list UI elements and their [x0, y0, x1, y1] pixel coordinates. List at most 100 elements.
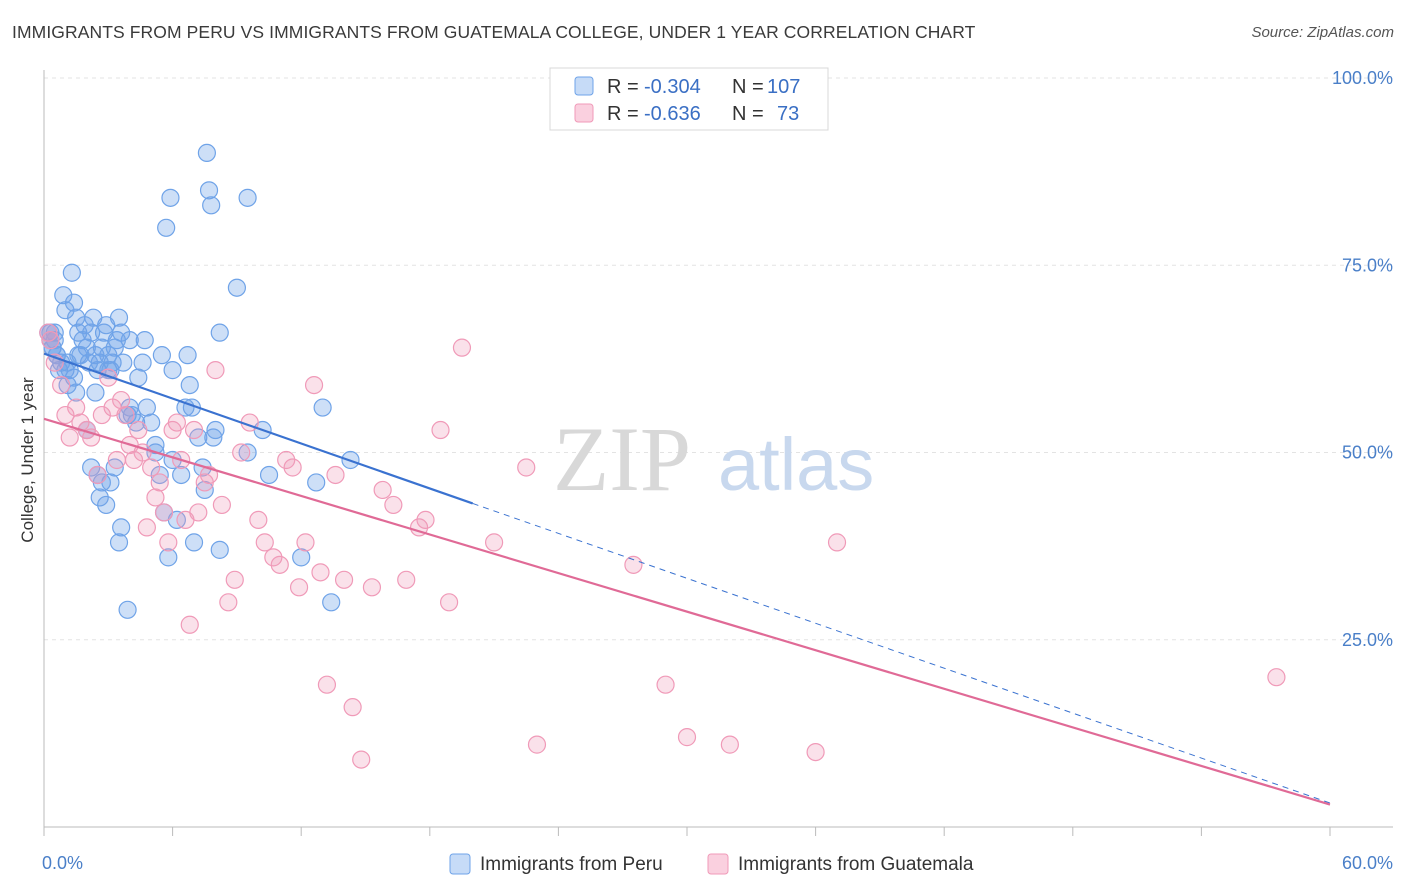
- x-tick-label-min: 0.0%: [42, 853, 83, 873]
- peru-point-64: [180, 375, 199, 395]
- peru-point-98: [86, 383, 105, 402]
- peru-trend-extension: [472, 502, 1331, 804]
- guatemala-point-7: [71, 413, 90, 432]
- peru-point-71: [238, 443, 257, 462]
- gridlines: [44, 77, 1393, 641]
- peru-point-74: [313, 398, 332, 417]
- guatemala-point-16: [116, 405, 135, 425]
- peru-point-90: [120, 331, 139, 350]
- y-tick-labels: 100.0% 75.0% 50.0% 25.0%: [1332, 68, 1393, 650]
- guatemala-point-10: [88, 465, 107, 485]
- peru-point-25: [92, 338, 111, 357]
- chart-title: IMMIGRANTS FROM PERU VS IMMIGRANTS FROM …: [12, 22, 976, 42]
- guatemala-point-38: [219, 593, 238, 612]
- peru-point-83: [202, 196, 221, 215]
- legend-n-label-guatemala: N =: [732, 103, 764, 125]
- guatemala-point-74: [827, 533, 847, 552]
- peru-point-85: [163, 361, 182, 380]
- guatemala-point-3: [52, 375, 71, 395]
- guatemala-point-11: [92, 405, 111, 425]
- peru-point-11: [62, 263, 81, 282]
- y-tick-label-2: 50.0%: [1342, 443, 1393, 463]
- guatemala-point-26: [159, 533, 178, 552]
- peru-point-79: [157, 218, 176, 237]
- guatemala-point-49: [296, 533, 315, 552]
- guatemala-point-15: [112, 390, 131, 410]
- data-points: [39, 143, 1286, 769]
- legend-r-label-guatemala: R =: [607, 103, 639, 125]
- peru-point-97: [69, 346, 88, 365]
- legend-n-label-peru: N =: [732, 76, 764, 98]
- guatemala-point-19: [129, 420, 148, 440]
- guatemala-point-32: [184, 420, 204, 440]
- guatemala-point-37: [212, 495, 231, 515]
- peru-point-73: [292, 548, 311, 567]
- peru-point-88: [178, 346, 197, 365]
- trend-lines: [43, 352, 1331, 806]
- legend-swatch-peru: [574, 76, 594, 96]
- guatemala-point-48: [289, 578, 309, 597]
- peru-point-33: [109, 308, 129, 327]
- peru-point-70: [227, 278, 246, 297]
- guatemala-point-23: [146, 488, 165, 507]
- guatemala-point-66: [485, 533, 504, 552]
- bottom-legend-label-peru: Immigrants from Peru: [480, 854, 663, 875]
- peru-point-77: [259, 465, 279, 485]
- peru-point-65: [184, 533, 204, 552]
- x-tick-label-max: 60.0%: [1342, 853, 1393, 873]
- legend-n-value-peru: 107: [767, 76, 800, 98]
- peru-point-7: [54, 286, 73, 305]
- guatemala-point-47: [283, 458, 302, 477]
- guatemala-point-39: [225, 570, 244, 589]
- guatemala-point-73: [806, 742, 825, 762]
- guatemala-point-69: [624, 555, 643, 574]
- peru-point-68: [206, 420, 225, 440]
- legend-swatch-guatemala: [574, 103, 594, 123]
- watermark-zip: ZIP: [553, 408, 691, 510]
- peru-point-20: [82, 323, 101, 342]
- y-tick-label-3: 25.0%: [1342, 630, 1393, 650]
- guatemala-point-64: [439, 593, 459, 612]
- peru-point-59: [159, 548, 178, 567]
- guatemala-point-58: [373, 480, 392, 500]
- guatemala-point-6: [67, 398, 86, 417]
- peru-point-37: [45, 331, 64, 350]
- guatemala-point-1: [41, 331, 60, 350]
- guatemala-point-52: [317, 675, 337, 694]
- peru-point-46: [105, 458, 124, 477]
- guatemala-point-20: [133, 443, 152, 462]
- guatemala-point-14: [107, 450, 126, 470]
- peru-point-54: [137, 398, 156, 417]
- peru-point-82: [199, 181, 219, 200]
- guatemala-point-44: [264, 548, 283, 567]
- guatemala-point-0: [39, 323, 58, 342]
- guatemala-point-56: [352, 750, 371, 769]
- peru-point-87: [135, 331, 154, 350]
- guatemala-point-57: [362, 578, 382, 597]
- guatemala-point-25: [154, 503, 174, 522]
- guatemala-trend-line: [43, 417, 1331, 806]
- guatemala-point-55: [343, 698, 362, 717]
- peru-point-12: [64, 293, 84, 312]
- peru-point-104: [90, 488, 109, 507]
- bottom-legend: Immigrants from Peru Immigrants from Gua…: [449, 853, 974, 875]
- guatemala-point-12: [99, 368, 118, 387]
- peru-point-69: [210, 540, 229, 559]
- legend-box: [549, 67, 829, 131]
- legend-r-value-peru: -0.304: [644, 76, 701, 98]
- y-tick-label-0: 100.0%: [1332, 68, 1393, 88]
- watermark: ZIP atlas: [553, 408, 874, 510]
- peru-point-75: [322, 593, 341, 612]
- guatemala-point-21: [137, 518, 156, 537]
- watermark-atlas: atlas: [718, 423, 874, 506]
- peru-point-44: [97, 495, 116, 515]
- y-tick-label-1: 75.0%: [1342, 255, 1393, 275]
- guatemala-point-63: [431, 420, 450, 440]
- peru-point-48: [109, 533, 129, 552]
- peru-point-89: [210, 323, 229, 342]
- legend-r-label-peru: R =: [607, 76, 639, 98]
- peru-point-62: [172, 465, 191, 485]
- guatemala-point-60: [397, 570, 416, 589]
- bottom-legend-swatch-peru: [449, 853, 471, 875]
